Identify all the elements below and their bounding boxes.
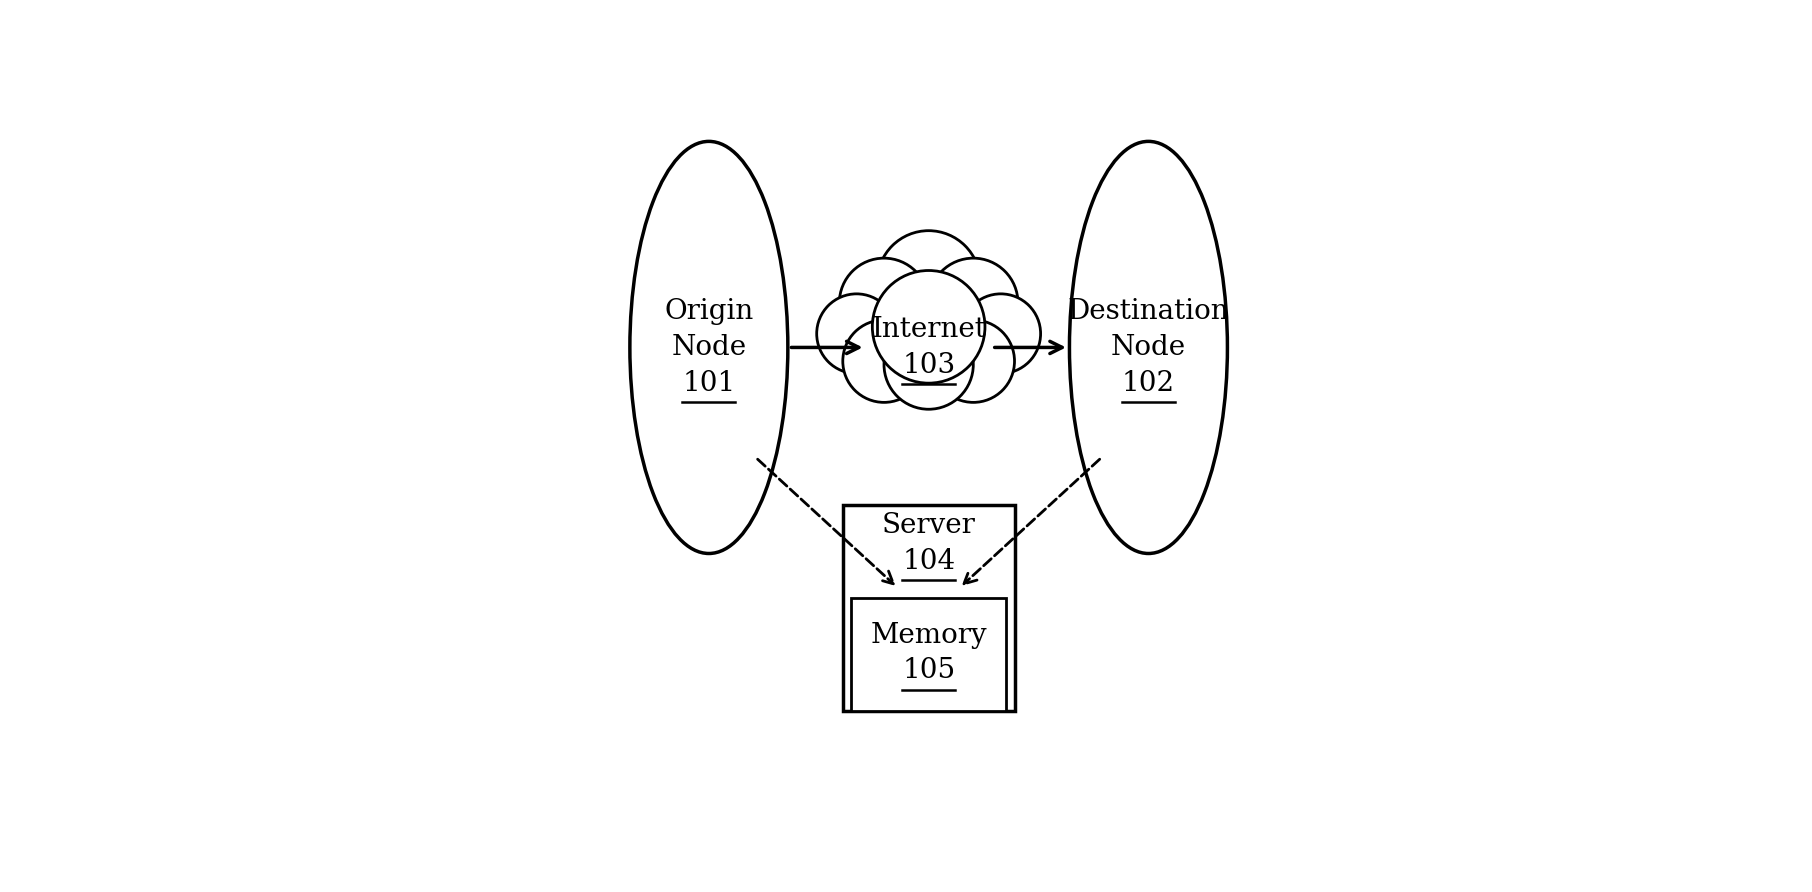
Bar bbox=[843, 506, 1015, 712]
Circle shape bbox=[872, 270, 986, 384]
Circle shape bbox=[839, 258, 928, 347]
Text: 104: 104 bbox=[902, 548, 955, 574]
Text: 102: 102 bbox=[1122, 369, 1174, 397]
Circle shape bbox=[817, 293, 897, 374]
Circle shape bbox=[931, 320, 1015, 402]
Circle shape bbox=[960, 293, 1040, 374]
Text: Node: Node bbox=[1111, 334, 1187, 361]
Circle shape bbox=[928, 258, 1018, 347]
Circle shape bbox=[843, 320, 926, 402]
Text: 101: 101 bbox=[683, 369, 736, 397]
Circle shape bbox=[884, 320, 973, 409]
Ellipse shape bbox=[631, 141, 788, 553]
Text: Internet: Internet bbox=[872, 316, 986, 343]
Circle shape bbox=[877, 231, 980, 334]
Bar bbox=[852, 599, 1006, 712]
Text: Destination: Destination bbox=[1067, 298, 1229, 326]
Ellipse shape bbox=[1069, 141, 1227, 553]
Text: Origin: Origin bbox=[665, 298, 754, 326]
Text: Node: Node bbox=[670, 334, 747, 361]
Text: Server: Server bbox=[882, 512, 975, 539]
Text: Memory: Memory bbox=[870, 622, 988, 648]
Text: 103: 103 bbox=[902, 351, 955, 379]
Text: 105: 105 bbox=[902, 657, 955, 684]
